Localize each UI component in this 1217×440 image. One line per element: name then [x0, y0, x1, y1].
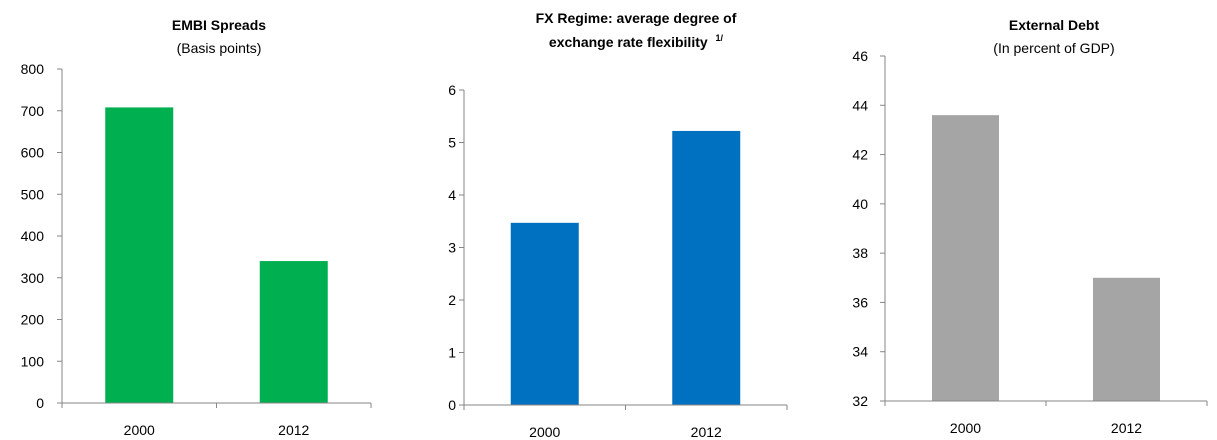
debt-x-tick-label: 2012: [1111, 420, 1142, 436]
debt-y-tick-label: 32: [852, 393, 868, 409]
embi-y-tick-label: 500: [21, 186, 45, 202]
debt-bar-2012: [1093, 277, 1160, 401]
fx-bar-2000: [510, 222, 579, 405]
fx-y-tick-label: 2: [448, 292, 456, 308]
fx-regime-panel: FX Regime: average degree of exchange ra…: [448, 10, 788, 440]
embi-chart-subtitle: (Basis points): [177, 40, 262, 56]
embi-y-tick-label: 400: [21, 228, 45, 244]
fx-y-tick-label: 6: [448, 82, 456, 98]
debt-y-tick-label: 46: [852, 48, 868, 64]
debt-x-tick-label: 2000: [950, 420, 981, 436]
fx-bar-2012: [672, 130, 741, 405]
fx-x-tick-label: 2012: [691, 424, 722, 440]
embi-y-tick-label: 600: [21, 145, 45, 161]
embi-bar-2000: [105, 107, 174, 403]
external-debt-panel: External Debt (In percent of GDP) 32 34 36…: [852, 17, 1208, 436]
embi-y-tick-label: 800: [21, 61, 45, 77]
fx-y-tick-label: 3: [448, 240, 456, 256]
embi-spreads-panel: EMBI Spreads (Basis points) 0 100 200 300 40…: [21, 17, 372, 438]
fx-y-tick-label: 5: [448, 135, 456, 151]
debt-y-tick-label: 44: [852, 97, 868, 113]
fx-y-tick-label: 0: [448, 397, 456, 413]
embi-chart-title: EMBI Spreads: [172, 17, 266, 33]
debt-y-tick-label: 36: [852, 294, 868, 310]
fx-chart-title-footnote: 1/: [716, 33, 724, 43]
debt-y-tick-label: 40: [852, 196, 868, 212]
embi-y-tick-label: 100: [21, 353, 45, 369]
debt-chart-subtitle: (In percent of GDP): [993, 40, 1114, 56]
debt-y-tick-label: 38: [852, 245, 868, 261]
embi-x-tick-label: 2012: [278, 422, 309, 438]
fx-chart-title-line2: exchange rate flexibility 1/: [549, 33, 724, 50]
fx-chart-title-line1: FX Regime: average degree of: [536, 10, 737, 26]
debt-y-tick-label: 34: [852, 344, 868, 360]
fx-chart-title-text: exchange rate flexibility: [549, 34, 708, 50]
fx-y-tick-label: 1: [448, 345, 456, 361]
embi-x-tick-label: 2000: [124, 422, 155, 438]
debt-chart-title: External Debt: [1009, 17, 1100, 33]
embi-y-tick-label: 200: [21, 312, 45, 328]
embi-y-tick-label: 700: [21, 103, 45, 119]
embi-bar-2012: [259, 261, 328, 403]
debt-y-tick-label: 42: [852, 147, 868, 163]
embi-y-tick-label: 0: [36, 395, 44, 411]
debt-bar-2000: [932, 115, 999, 402]
fx-x-tick-label: 2000: [529, 424, 560, 440]
embi-y-tick-label: 300: [21, 270, 45, 286]
fx-y-tick-label: 4: [448, 187, 456, 203]
